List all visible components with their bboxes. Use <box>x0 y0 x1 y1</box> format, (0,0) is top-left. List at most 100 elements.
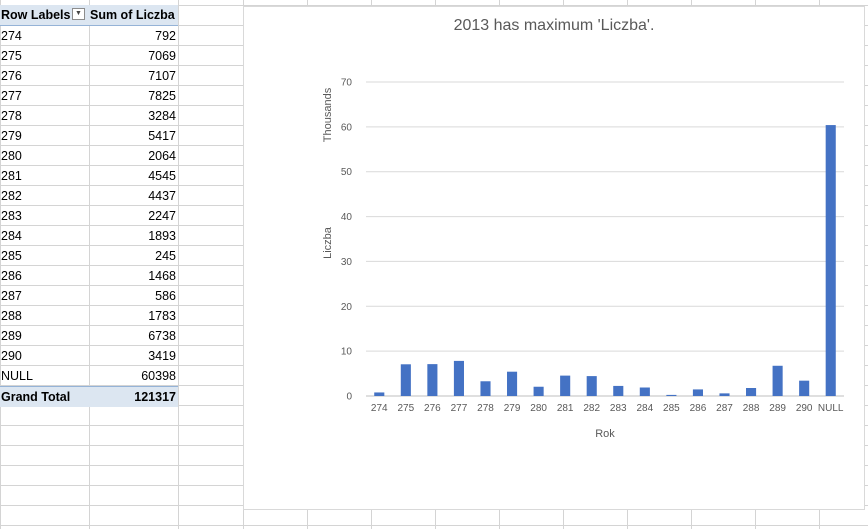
pivot-row-label: 280 <box>1 149 22 163</box>
pivot-row[interactable]: 289 6738 <box>0 326 178 346</box>
bar-277[interactable] <box>453 360 464 396</box>
y-tick-label: 50 <box>341 167 353 178</box>
x-tick-label: 285 <box>663 403 680 414</box>
bar-279[interactable] <box>507 371 518 396</box>
sum-of-liczba-header[interactable]: Sum of Liczba <box>90 8 175 22</box>
pivot-row-label: 279 <box>1 129 22 143</box>
x-tick-label: 274 <box>371 403 388 414</box>
pivot-row-value: 7069 <box>148 49 176 63</box>
x-tick-label: 282 <box>583 403 600 414</box>
grand-total-row[interactable]: Grand Total 121317 <box>0 386 178 407</box>
pivot-row-label: 281 <box>1 169 22 183</box>
pivot-row-value: 2064 <box>148 149 176 163</box>
pivot-row[interactable]: 286 1468 <box>0 266 178 286</box>
pivot-row-label: 275 <box>1 49 22 63</box>
bar-290[interactable] <box>799 380 810 396</box>
y-tick-label: 70 <box>341 78 353 89</box>
pivot-row-value: 2247 <box>148 209 176 223</box>
x-tick-label: 283 <box>610 403 627 414</box>
x-tick-label: 279 <box>504 403 521 414</box>
pivot-row[interactable]: 275 7069 <box>0 46 178 66</box>
bar-276[interactable] <box>427 364 438 396</box>
pivot-row-value: 586 <box>155 289 176 303</box>
x-axis-title: Rok <box>595 428 615 440</box>
bar-278[interactable] <box>480 381 491 396</box>
bar-274[interactable] <box>374 392 385 396</box>
bar-chart[interactable]: 2013 has maximum 'Liczba'. 0 10 20 30 40 50 60… <box>243 6 865 510</box>
x-tick-label: 278 <box>477 403 494 414</box>
pivot-row[interactable]: 279 5417 <box>0 126 178 146</box>
pivot-row-value: 245 <box>155 249 176 263</box>
pivot-row-label: 276 <box>1 69 22 83</box>
pivot-row-label: 288 <box>1 309 22 323</box>
x-tick-label: 277 <box>451 403 468 414</box>
bar-280[interactable] <box>533 386 544 396</box>
pivot-row-label: 282 <box>1 189 22 203</box>
y-axis-title: Liczba <box>322 226 334 259</box>
row-labels-header[interactable]: Row Labels <box>1 8 71 22</box>
pivot-row-value: 60398 <box>141 369 176 383</box>
bar-285[interactable] <box>666 394 677 396</box>
pivot-row-value: 1468 <box>148 269 176 283</box>
display-units-label: Thousands <box>322 87 334 142</box>
y-tick-label: 30 <box>341 257 353 268</box>
grand-total-label: Grand Total <box>1 390 71 404</box>
x-tick-label: 284 <box>636 403 653 414</box>
pivot-row[interactable]: NULL 60398 <box>0 366 178 386</box>
pivot-row-value: 5417 <box>148 129 176 143</box>
filter-dropdown-icon[interactable]: ▼ <box>72 8 85 20</box>
pivot-row-label: 284 <box>1 229 22 243</box>
x-tick-label: NULL <box>818 403 844 414</box>
pivot-row-value: 6738 <box>148 329 176 343</box>
bar-NULL[interactable] <box>825 125 836 396</box>
pivot-row[interactable]: 284 1893 <box>0 226 178 246</box>
y-tick-label: 20 <box>341 302 353 313</box>
pivot-header-row: Row Labels ▼ Sum of Liczba <box>0 5 178 26</box>
pivot-table: Row Labels ▼ Sum of Liczba 274 792 275 7069… <box>0 5 178 407</box>
bar-282[interactable] <box>586 376 597 396</box>
pivot-row-value: 7825 <box>148 89 176 103</box>
pivot-row-value: 3419 <box>148 349 176 363</box>
y-tick-label: 10 <box>341 347 353 358</box>
pivot-row-label: 278 <box>1 109 22 123</box>
bar-286[interactable] <box>692 389 703 396</box>
pivot-row-label: 289 <box>1 329 22 343</box>
x-tick-label: 281 <box>557 403 574 414</box>
pivot-row-value: 792 <box>155 29 176 43</box>
pivot-row[interactable]: 281 4545 <box>0 166 178 186</box>
x-tick-label: 276 <box>424 403 441 414</box>
bar-288[interactable] <box>746 388 757 396</box>
pivot-row[interactable]: 288 1783 <box>0 306 178 326</box>
pivot-row[interactable]: 278 3284 <box>0 106 178 126</box>
chart-title[interactable]: 2013 has maximum 'Liczba'. <box>453 17 655 34</box>
pivot-row[interactable]: 282 4437 <box>0 186 178 206</box>
pivot-row[interactable]: 283 2247 <box>0 206 178 226</box>
pivot-row[interactable]: 287 586 <box>0 286 178 306</box>
pivot-row[interactable]: 276 7107 <box>0 66 178 86</box>
pivot-row-value: 3284 <box>148 109 176 123</box>
bar-289[interactable] <box>772 365 783 396</box>
x-tick-label: 288 <box>743 403 760 414</box>
pivot-row-label: 274 <box>1 29 22 43</box>
pivot-row[interactable]: 290 3419 <box>0 346 178 366</box>
chart-plot-area: 0 10 20 30 40 50 60 70 274 275 276 277 278 279 280 281 2… <box>322 78 844 440</box>
pivot-row[interactable]: 280 2064 <box>0 146 178 166</box>
pivot-row-label: NULL <box>1 369 33 383</box>
bar-284[interactable] <box>639 387 650 396</box>
pivot-row-value: 4437 <box>148 189 176 203</box>
bar-275[interactable] <box>400 364 411 396</box>
y-tick-label: 0 <box>346 392 352 403</box>
pivot-row[interactable]: 277 7825 <box>0 86 178 106</box>
bar-281[interactable] <box>560 375 571 396</box>
x-tick-label: 287 <box>716 403 733 414</box>
y-tick-label: 60 <box>341 122 353 133</box>
x-tick-label: 289 <box>769 403 786 414</box>
bar-283[interactable] <box>613 385 624 396</box>
x-tick-label: 280 <box>530 403 547 414</box>
x-tick-label: 275 <box>397 403 414 414</box>
pivot-row[interactable]: 285 245 <box>0 246 178 266</box>
bar-287[interactable] <box>719 393 730 396</box>
pivot-row-label: 283 <box>1 209 22 223</box>
pivot-row[interactable]: 274 792 <box>0 26 178 46</box>
x-tick-label: 286 <box>690 403 707 414</box>
